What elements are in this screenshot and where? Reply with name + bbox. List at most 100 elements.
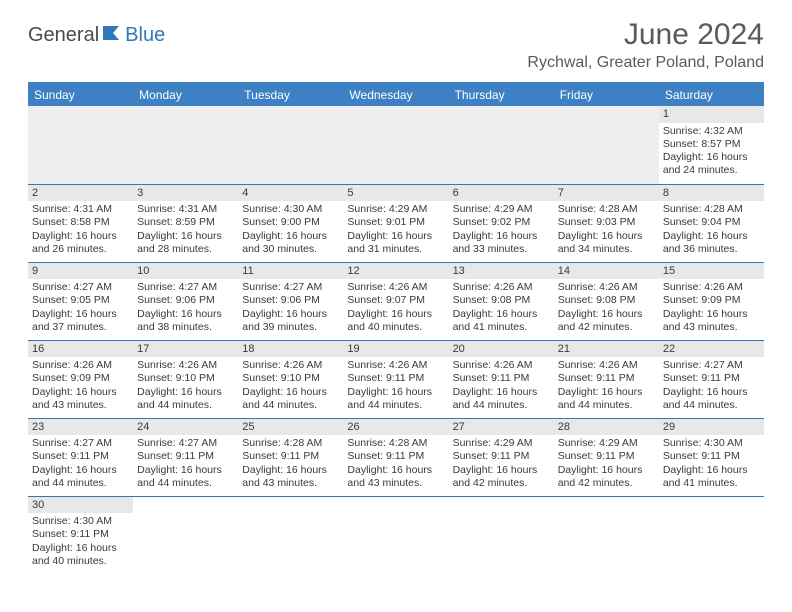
day-info-line: Daylight: 16 hours (242, 386, 339, 399)
day-info-line: and 44 minutes. (137, 399, 234, 412)
day-info-line: and 44 minutes. (347, 399, 444, 412)
calendar-day-cell: 10Sunrise: 4:27 AMSunset: 9:06 PMDayligh… (133, 262, 238, 340)
calendar-pad-cell (554, 106, 659, 184)
calendar-trail-cell (554, 496, 659, 574)
day-info-line: Sunrise: 4:32 AM (663, 125, 760, 138)
day-number-row: 10 (133, 263, 238, 280)
calendar-day-cell: 21 Sunrise: 4:26 AMSunset: 9:11 PMDayligh… (554, 340, 659, 418)
day-number-row: 12 (343, 263, 448, 280)
calendar-day-cell: 16Sunrise: 4:26 AMSunset: 9:09 PMDayligh… (28, 340, 133, 418)
calendar-pad-cell (28, 106, 133, 184)
weekday-header: Thursday (449, 83, 554, 106)
calendar-week-row: 16Sunrise: 4:26 AMSunset: 9:09 PMDayligh… (28, 340, 764, 418)
calendar-trail-cell (659, 496, 764, 574)
day-info-line: Sunset: 9:11 PM (663, 372, 760, 385)
day-number: 21 (558, 343, 570, 355)
day-info-line: Daylight: 16 hours (663, 151, 760, 164)
day-info-line: Daylight: 16 hours (558, 386, 655, 399)
calendar-week-row: 1Sunrise: 4:32 AMSunset: 8:57 PMDaylight… (28, 106, 764, 184)
weekday-header: Monday (133, 83, 238, 106)
day-info-line: Sunrise: 4:27 AM (242, 281, 339, 294)
day-number-row: 18 (238, 341, 343, 358)
calendar-day-cell: 18Sunrise: 4:26 AMSunset: 9:10 PMDayligh… (238, 340, 343, 418)
day-info-line: Sunrise: 4:27 AM (137, 437, 234, 450)
calendar-pad-cell (133, 106, 238, 184)
logo-text-blue: Blue (125, 24, 165, 47)
calendar-week-row: 2Sunrise: 4:31 AMSunset: 8:58 PMDaylight… (28, 184, 764, 262)
day-info-line: Sunset: 9:03 PM (558, 216, 655, 229)
day-number: 10 (137, 265, 149, 277)
calendar-day-cell: 23Sunrise: 4:27 AMSunset: 9:11 PMDayligh… (28, 418, 133, 496)
day-info-line: Sunset: 9:09 PM (663, 294, 760, 307)
day-info-line: Sunset: 9:10 PM (137, 372, 234, 385)
calendar-day-cell: 13Sunrise: 4:26 AMSunset: 9:08 PMDayligh… (449, 262, 554, 340)
day-info-line: Sunrise: 4:31 AM (32, 203, 129, 216)
day-number-row: 17 (133, 341, 238, 358)
calendar-day-cell: 29Sunrise: 4:30 AMSunset: 9:11 PMDayligh… (659, 418, 764, 496)
day-number-row: 20 (449, 341, 554, 358)
day-info-line: Sunset: 9:05 PM (32, 294, 129, 307)
day-info-line: Sunrise: 4:27 AM (663, 359, 760, 372)
day-info-line: and 24 minutes. (663, 164, 760, 177)
day-info-line: and 43 minutes. (32, 399, 129, 412)
day-info-line: Daylight: 16 hours (663, 230, 760, 243)
day-info-line: Sunrise: 4:26 AM (453, 281, 550, 294)
day-number: 25 (242, 421, 254, 433)
day-number-row: 25 (238, 419, 343, 436)
day-info-line: Sunrise: 4:30 AM (242, 203, 339, 216)
day-info-line: Daylight: 16 hours (663, 464, 760, 477)
calendar-day-cell: 9Sunrise: 4:27 AMSunset: 9:05 PMDaylight… (28, 262, 133, 340)
day-info-line: and 44 minutes. (242, 399, 339, 412)
weekday-header: Tuesday (238, 83, 343, 106)
day-info-line: Daylight: 16 hours (242, 464, 339, 477)
calendar-day-cell: 12Sunrise: 4:26 AMSunset: 9:07 PMDayligh… (343, 262, 448, 340)
day-number: 14 (558, 265, 570, 277)
day-info-line: and 43 minutes. (347, 477, 444, 490)
day-number: 4 (242, 187, 248, 199)
day-number: 13 (453, 265, 465, 277)
day-info-line: Sunrise: 4:30 AM (32, 515, 129, 528)
day-info-line: Sunset: 8:57 PM (663, 138, 760, 151)
day-number: 30 (32, 499, 44, 511)
day-info-line: and 36 minutes. (663, 243, 760, 256)
day-info-line: Daylight: 16 hours (32, 542, 129, 555)
day-info-line: Daylight: 16 hours (453, 464, 550, 477)
day-info-line: Sunrise: 4:29 AM (453, 437, 550, 450)
calendar-day-cell: 5Sunrise: 4:29 AMSunset: 9:01 PMDaylight… (343, 184, 448, 262)
day-info-line: Sunset: 9:11 PM (558, 372, 655, 385)
day-number: 20 (453, 343, 465, 355)
day-info-line: Daylight: 16 hours (32, 464, 129, 477)
day-info-line: Sunset: 9:11 PM (242, 450, 339, 463)
day-info-line: Sunset: 9:11 PM (32, 528, 129, 541)
day-number-row: 13 (449, 263, 554, 280)
calendar-day-cell: 24Sunrise: 4:27 AMSunset: 9:11 PMDayligh… (133, 418, 238, 496)
day-info-line: Sunset: 9:04 PM (663, 216, 760, 229)
day-info-line: Sunrise: 4:26 AM (558, 359, 655, 372)
day-number: 17 (137, 343, 149, 355)
calendar-pad-cell (238, 106, 343, 184)
day-info-line: and 42 minutes. (558, 477, 655, 490)
weekday-header-row: Sunday Monday Tuesday Wednesday Thursday… (28, 83, 764, 106)
day-number: 9 (32, 265, 38, 277)
day-info-line: Sunset: 9:10 PM (242, 372, 339, 385)
day-info-line: Sunrise: 4:26 AM (663, 281, 760, 294)
day-info-line: and 41 minutes. (453, 321, 550, 334)
day-info-line: Sunset: 9:02 PM (453, 216, 550, 229)
calendar-day-cell: 1Sunrise: 4:32 AMSunset: 8:57 PMDaylight… (659, 106, 764, 184)
day-info-line: and 43 minutes. (663, 321, 760, 334)
calendar: Sunday Monday Tuesday Wednesday Thursday… (28, 82, 764, 574)
day-info-line: Sunset: 9:00 PM (242, 216, 339, 229)
day-info-line: Sunset: 9:07 PM (347, 294, 444, 307)
calendar-day-cell: 7Sunrise: 4:28 AMSunset: 9:03 PMDaylight… (554, 184, 659, 262)
weekday-header: Saturday (659, 83, 764, 106)
calendar-day-cell: 26Sunrise: 4:28 AMSunset: 9:11 PMDayligh… (343, 418, 448, 496)
logo-flag-icon (103, 24, 125, 47)
day-info-line: and 26 minutes. (32, 243, 129, 256)
calendar-day-cell: 30 Sunrise: 4:30 AMSunset: 9:11 PMDayligh… (28, 496, 133, 574)
day-info-line: Sunrise: 4:28 AM (242, 437, 339, 450)
day-number-row: 22 (659, 341, 764, 358)
day-info-line: Daylight: 16 hours (137, 386, 234, 399)
day-number-row: 9 (28, 263, 133, 280)
day-number: 6 (453, 187, 459, 199)
calendar-trail-cell (343, 496, 448, 574)
